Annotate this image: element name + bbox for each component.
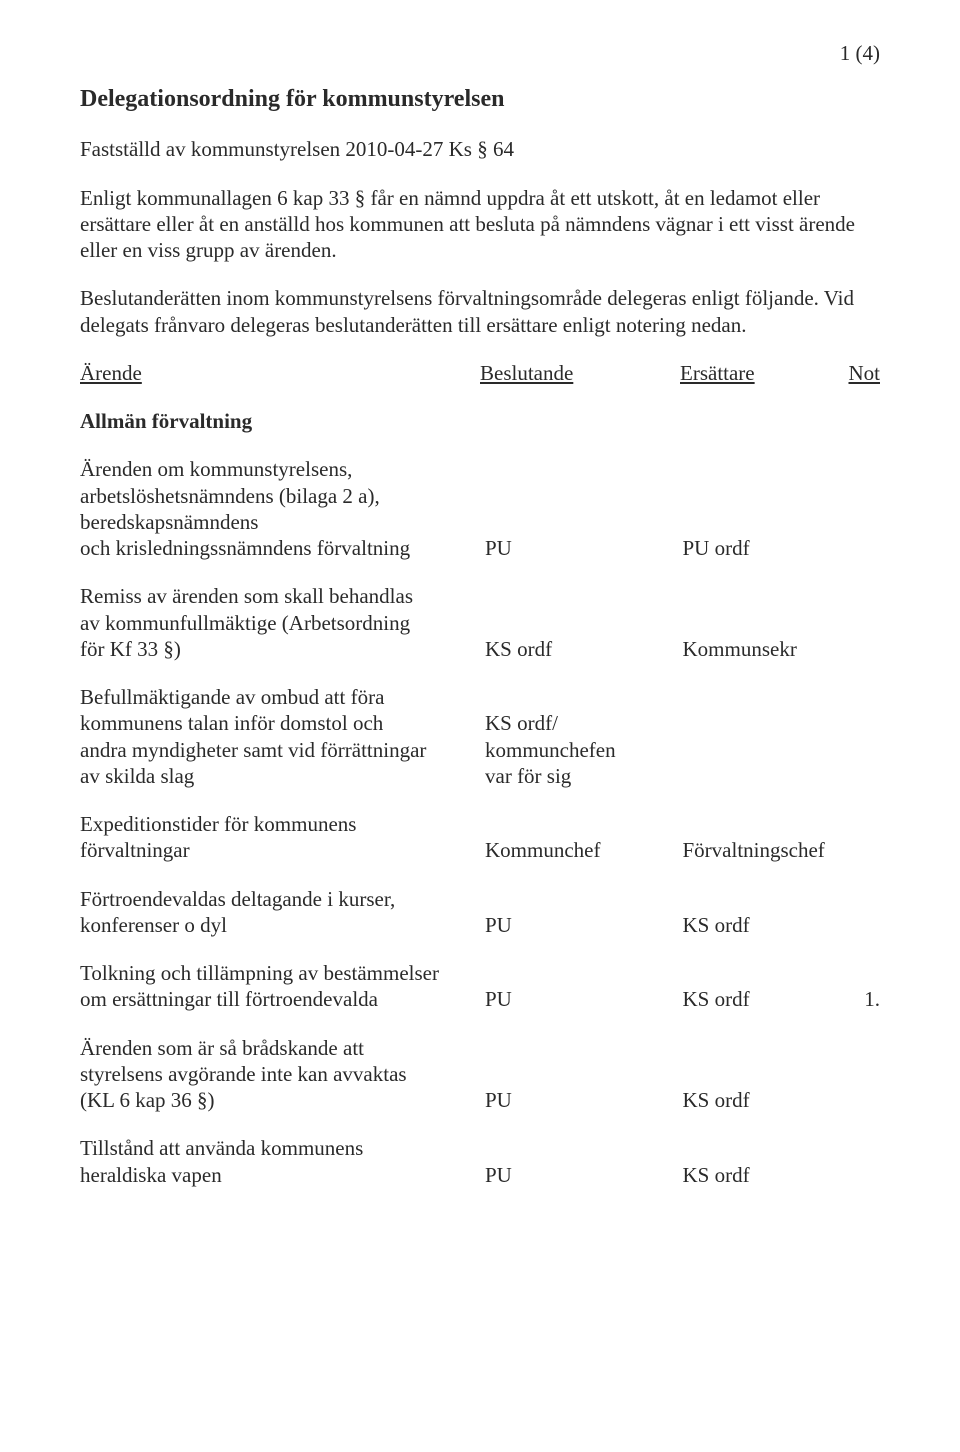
table-row: Förtroendevaldas deltagande i kurser, ko… xyxy=(80,886,880,939)
table-row: Tillstånd att använda kommunens heraldis… xyxy=(80,1135,880,1188)
cell-arende: Expeditionstider för kommunens förvaltni… xyxy=(80,811,485,864)
cell-ersattare: KS ordf xyxy=(683,1162,841,1188)
cell-arende: Förtroendevaldas deltagande i kurser, ko… xyxy=(80,886,485,939)
cell-ersattare: KS ordf xyxy=(683,986,841,1012)
table-row: Befullmäktigande av ombud att föra kommu… xyxy=(80,684,880,789)
cell-beslutande: Kommunchef xyxy=(485,837,683,863)
cell-beslutande: PU xyxy=(485,1162,683,1188)
col-header-arende: Ärende xyxy=(80,360,480,386)
cell-beslutande: PU xyxy=(485,535,683,561)
subtitle: Fastställd av kommunstyrelsen 2010-04-27… xyxy=(80,136,880,162)
table-row: Tolkning och tillämpning av bestämmelser… xyxy=(80,960,880,1013)
document-title: Delegationsordning för kommunstyrelsen xyxy=(80,84,880,114)
cell-arende: Ärenden om kommunstyrelsens, arbetslöshe… xyxy=(80,456,485,561)
cell-beslutande: PU xyxy=(485,986,683,1012)
intro-paragraph-1: Enligt kommunallagen 6 kap 33 § får en n… xyxy=(80,185,880,264)
cell-beslutande: PU xyxy=(485,912,683,938)
column-headers: Ärende Beslutande Ersättare Not xyxy=(80,360,880,386)
col-header-beslutande: Beslutande xyxy=(480,360,680,386)
table-row: Expeditionstider för kommunens förvaltni… xyxy=(80,811,880,864)
document-page: 1 (4) Delegationsordning för kommunstyre… xyxy=(0,0,960,1452)
cell-ersattare: Förvaltningschef xyxy=(683,837,841,863)
table-row: Ärenden som är så brådskande att styrels… xyxy=(80,1035,880,1114)
cell-arende: Remiss av ärenden som skall behandlas av… xyxy=(80,583,485,662)
cell-arende: Ärenden som är så brådskande att styrels… xyxy=(80,1035,485,1114)
table-row: Ärenden om kommunstyrelsens, arbetslöshe… xyxy=(80,456,880,561)
cell-arende: Tolkning och tillämpning av bestämmelser… xyxy=(80,960,485,1013)
cell-arende: Tillstånd att använda kommunens heraldis… xyxy=(80,1135,485,1188)
cell-ersattare: PU ordf xyxy=(683,535,841,561)
section-heading: Allmän förvaltning xyxy=(80,408,880,434)
table-row: Remiss av ärenden som skall behandlas av… xyxy=(80,583,880,662)
page-number: 1 (4) xyxy=(80,40,880,66)
cell-beslutande: PU xyxy=(485,1087,683,1113)
cell-ersattare: KS ordf xyxy=(683,1087,841,1113)
cell-arende: Befullmäktigande av ombud att föra kommu… xyxy=(80,684,485,789)
intro-paragraph-2: Beslutanderätten inom kommunstyrelsens f… xyxy=(80,285,880,338)
cell-beslutande: KS ordf/ kommunchefen var för sig xyxy=(485,710,683,789)
cell-beslutande: KS ordf xyxy=(485,636,683,662)
cell-ersattare: KS ordf xyxy=(683,912,841,938)
cell-ersattare: Kommunsekr xyxy=(683,636,841,662)
col-header-ersattare: Ersättare xyxy=(680,360,840,386)
cell-not: 1. xyxy=(841,986,881,1012)
col-header-not: Not xyxy=(840,360,880,386)
